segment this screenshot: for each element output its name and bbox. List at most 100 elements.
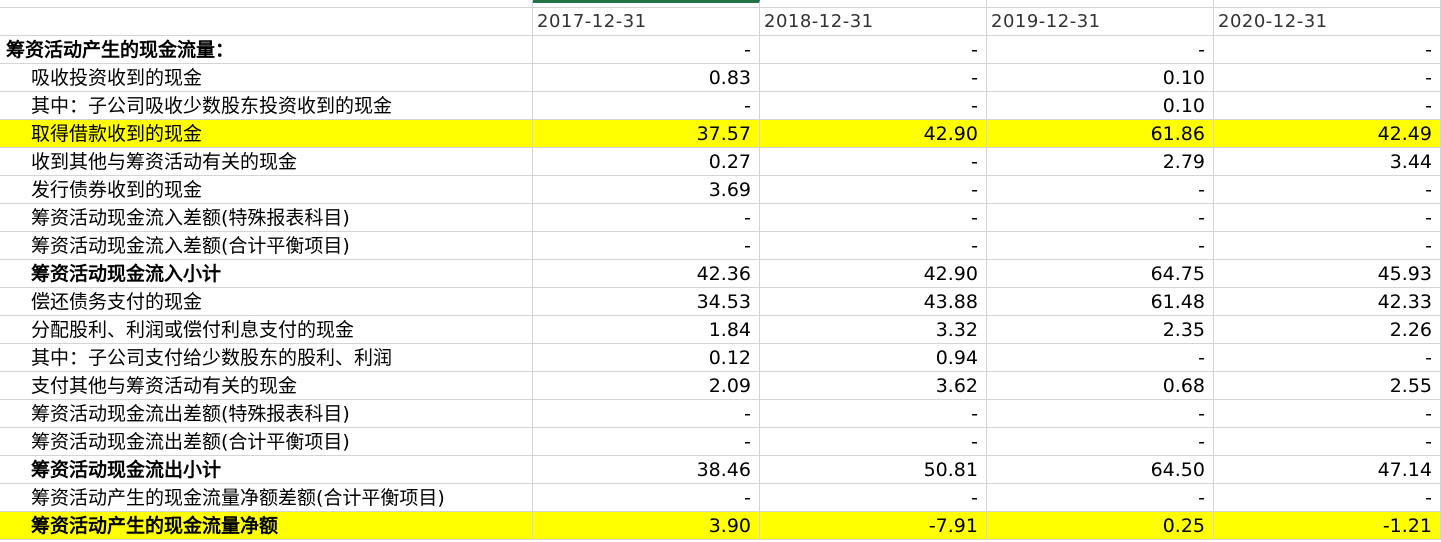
date-header-cell[interactable]: 2018-12-31 (760, 8, 987, 36)
value-cell[interactable]: 42.90 (760, 260, 987, 288)
value-cell[interactable]: - (533, 204, 760, 232)
value-cell[interactable]: - (533, 92, 760, 120)
value-cell[interactable]: - (760, 428, 987, 456)
value-cell[interactable]: - (987, 36, 1214, 64)
value-cell[interactable]: - (760, 232, 987, 260)
value-cell[interactable]: 0.68 (987, 372, 1214, 400)
row-label-cell[interactable]: 筹资活动现金流入差额(合计平衡项目) (0, 232, 533, 260)
row-label-cell[interactable]: 吸收投资收到的现金 (0, 64, 533, 92)
clipped-cell-e[interactable] (1214, 0, 1441, 7)
value-cell[interactable]: - (1214, 428, 1441, 456)
value-cell[interactable]: 1.84 (533, 316, 760, 344)
date-header-cell[interactable]: 2020-12-31 (1214, 8, 1441, 36)
value-cell[interactable]: - (1214, 92, 1441, 120)
value-cell[interactable]: 37.57 (533, 120, 760, 148)
row-label-cell[interactable]: 筹资活动现金流出差额(合计平衡项目) (0, 428, 533, 456)
value-cell[interactable]: 0.10 (987, 92, 1214, 120)
value-cell[interactable]: - (533, 428, 760, 456)
value-cell[interactable]: - (760, 148, 987, 176)
value-cell[interactable]: 2.35 (987, 316, 1214, 344)
value-cell[interactable]: 61.86 (987, 120, 1214, 148)
value-cell[interactable]: 42.36 (533, 260, 760, 288)
row-label-cell[interactable]: 筹资活动产生的现金流量净额 (0, 512, 533, 540)
value-cell[interactable]: -1.21 (1214, 512, 1441, 540)
value-cell[interactable]: 47.14 (1214, 456, 1441, 484)
row-label-cell[interactable]: 收到其他与筹资活动有关的现金 (0, 148, 533, 176)
value-cell[interactable]: - (1214, 36, 1441, 64)
value-cell[interactable]: - (987, 484, 1214, 512)
value-cell[interactable]: - (987, 400, 1214, 428)
value-cell[interactable]: 0.25 (987, 512, 1214, 540)
row-label-cell[interactable]: 筹资活动现金流出差额(特殊报表科目) (0, 400, 533, 428)
value-cell[interactable]: 3.62 (760, 372, 987, 400)
value-cell[interactable]: 61.48 (987, 288, 1214, 316)
value-cell[interactable]: 38.46 (533, 456, 760, 484)
row-label-cell[interactable]: 筹资活动现金流入差额(特殊报表科目) (0, 204, 533, 232)
value-cell[interactable]: 3.90 (533, 512, 760, 540)
value-cell[interactable]: 0.94 (760, 344, 987, 372)
row-label-cell[interactable]: 偿还债务支付的现金 (0, 288, 533, 316)
value-cell[interactable]: 3.69 (533, 176, 760, 204)
value-cell[interactable]: 2.26 (1214, 316, 1441, 344)
row-label-cell[interactable]: 支付其他与筹资活动有关的现金 (0, 372, 533, 400)
value-cell[interactable]: - (760, 176, 987, 204)
value-cell[interactable]: - (760, 484, 987, 512)
value-cell[interactable]: 2.09 (533, 372, 760, 400)
row-label-cell[interactable]: 发行债券收到的现金 (0, 176, 533, 204)
value-cell[interactable]: - (1214, 400, 1441, 428)
value-cell[interactable]: 0.83 (533, 64, 760, 92)
date-header-cell[interactable]: 2017-12-31 (533, 8, 760, 36)
value-cell[interactable]: - (987, 232, 1214, 260)
value-cell[interactable]: - (1214, 232, 1441, 260)
value-cell[interactable]: 64.50 (987, 456, 1214, 484)
value-cell[interactable]: - (533, 484, 760, 512)
row-label-cell[interactable]: 取得借款收到的现金 (0, 120, 533, 148)
value-cell[interactable]: 2.55 (1214, 372, 1441, 400)
value-cell[interactable]: 3.32 (760, 316, 987, 344)
row-label-cell[interactable]: 其中：子公司支付给少数股东的股利、利润 (0, 344, 533, 372)
value-cell[interactable]: - (987, 176, 1214, 204)
value-cell[interactable]: - (760, 204, 987, 232)
header-label-cell[interactable] (0, 8, 533, 36)
value-cell[interactable]: - (533, 36, 760, 64)
value-cell[interactable]: - (760, 92, 987, 120)
value-cell[interactable]: 0.10 (987, 64, 1214, 92)
value-cell[interactable]: 43.88 (760, 288, 987, 316)
row-label-cell[interactable]: 筹资活动产生的现金流量： (0, 36, 533, 64)
value-cell[interactable]: - (1214, 64, 1441, 92)
value-cell[interactable]: 45.93 (1214, 260, 1441, 288)
value-cell[interactable]: - (987, 204, 1214, 232)
value-cell[interactable]: 0.27 (533, 148, 760, 176)
value-cell[interactable]: - (987, 344, 1214, 372)
row-label-cell[interactable]: 分配股利、利润或偿付利息支付的现金 (0, 316, 533, 344)
clipped-cell-b-selected[interactable] (533, 0, 760, 7)
value-cell[interactable]: - (760, 36, 987, 64)
value-cell[interactable]: - (1214, 484, 1441, 512)
row-label-cell[interactable]: 筹资活动产生的现金流量净额差额(合计平衡项目) (0, 484, 533, 512)
value-cell[interactable]: 3.44 (1214, 148, 1441, 176)
value-cell[interactable]: 50.81 (760, 456, 987, 484)
value-cell[interactable]: 64.75 (987, 260, 1214, 288)
row-label-cell[interactable]: 筹资活动现金流出小计 (0, 456, 533, 484)
value-cell[interactable]: - (1214, 344, 1441, 372)
value-cell[interactable]: 0.12 (533, 344, 760, 372)
value-cell[interactable]: - (533, 400, 760, 428)
date-header-cell[interactable]: 2019-12-31 (987, 8, 1214, 36)
value-cell[interactable]: - (1214, 204, 1441, 232)
value-cell[interactable]: - (760, 400, 987, 428)
clipped-cell-a[interactable] (0, 0, 533, 7)
value-cell[interactable]: 42.90 (760, 120, 987, 148)
value-cell[interactable]: - (987, 428, 1214, 456)
value-cell[interactable]: - (760, 64, 987, 92)
value-cell[interactable]: 2.79 (987, 148, 1214, 176)
clipped-cell-d[interactable] (987, 0, 1214, 7)
row-label-cell[interactable]: 其中：子公司吸收少数股东投资收到的现金 (0, 92, 533, 120)
value-cell[interactable]: - (533, 232, 760, 260)
value-cell[interactable]: 34.53 (533, 288, 760, 316)
value-cell[interactable]: 42.49 (1214, 120, 1441, 148)
row-label-cell[interactable]: 筹资活动现金流入小计 (0, 260, 533, 288)
value-cell[interactable]: 42.33 (1214, 288, 1441, 316)
value-cell[interactable]: -7.91 (760, 512, 987, 540)
value-cell[interactable]: - (1214, 176, 1441, 204)
clipped-cell-c[interactable] (760, 0, 987, 7)
